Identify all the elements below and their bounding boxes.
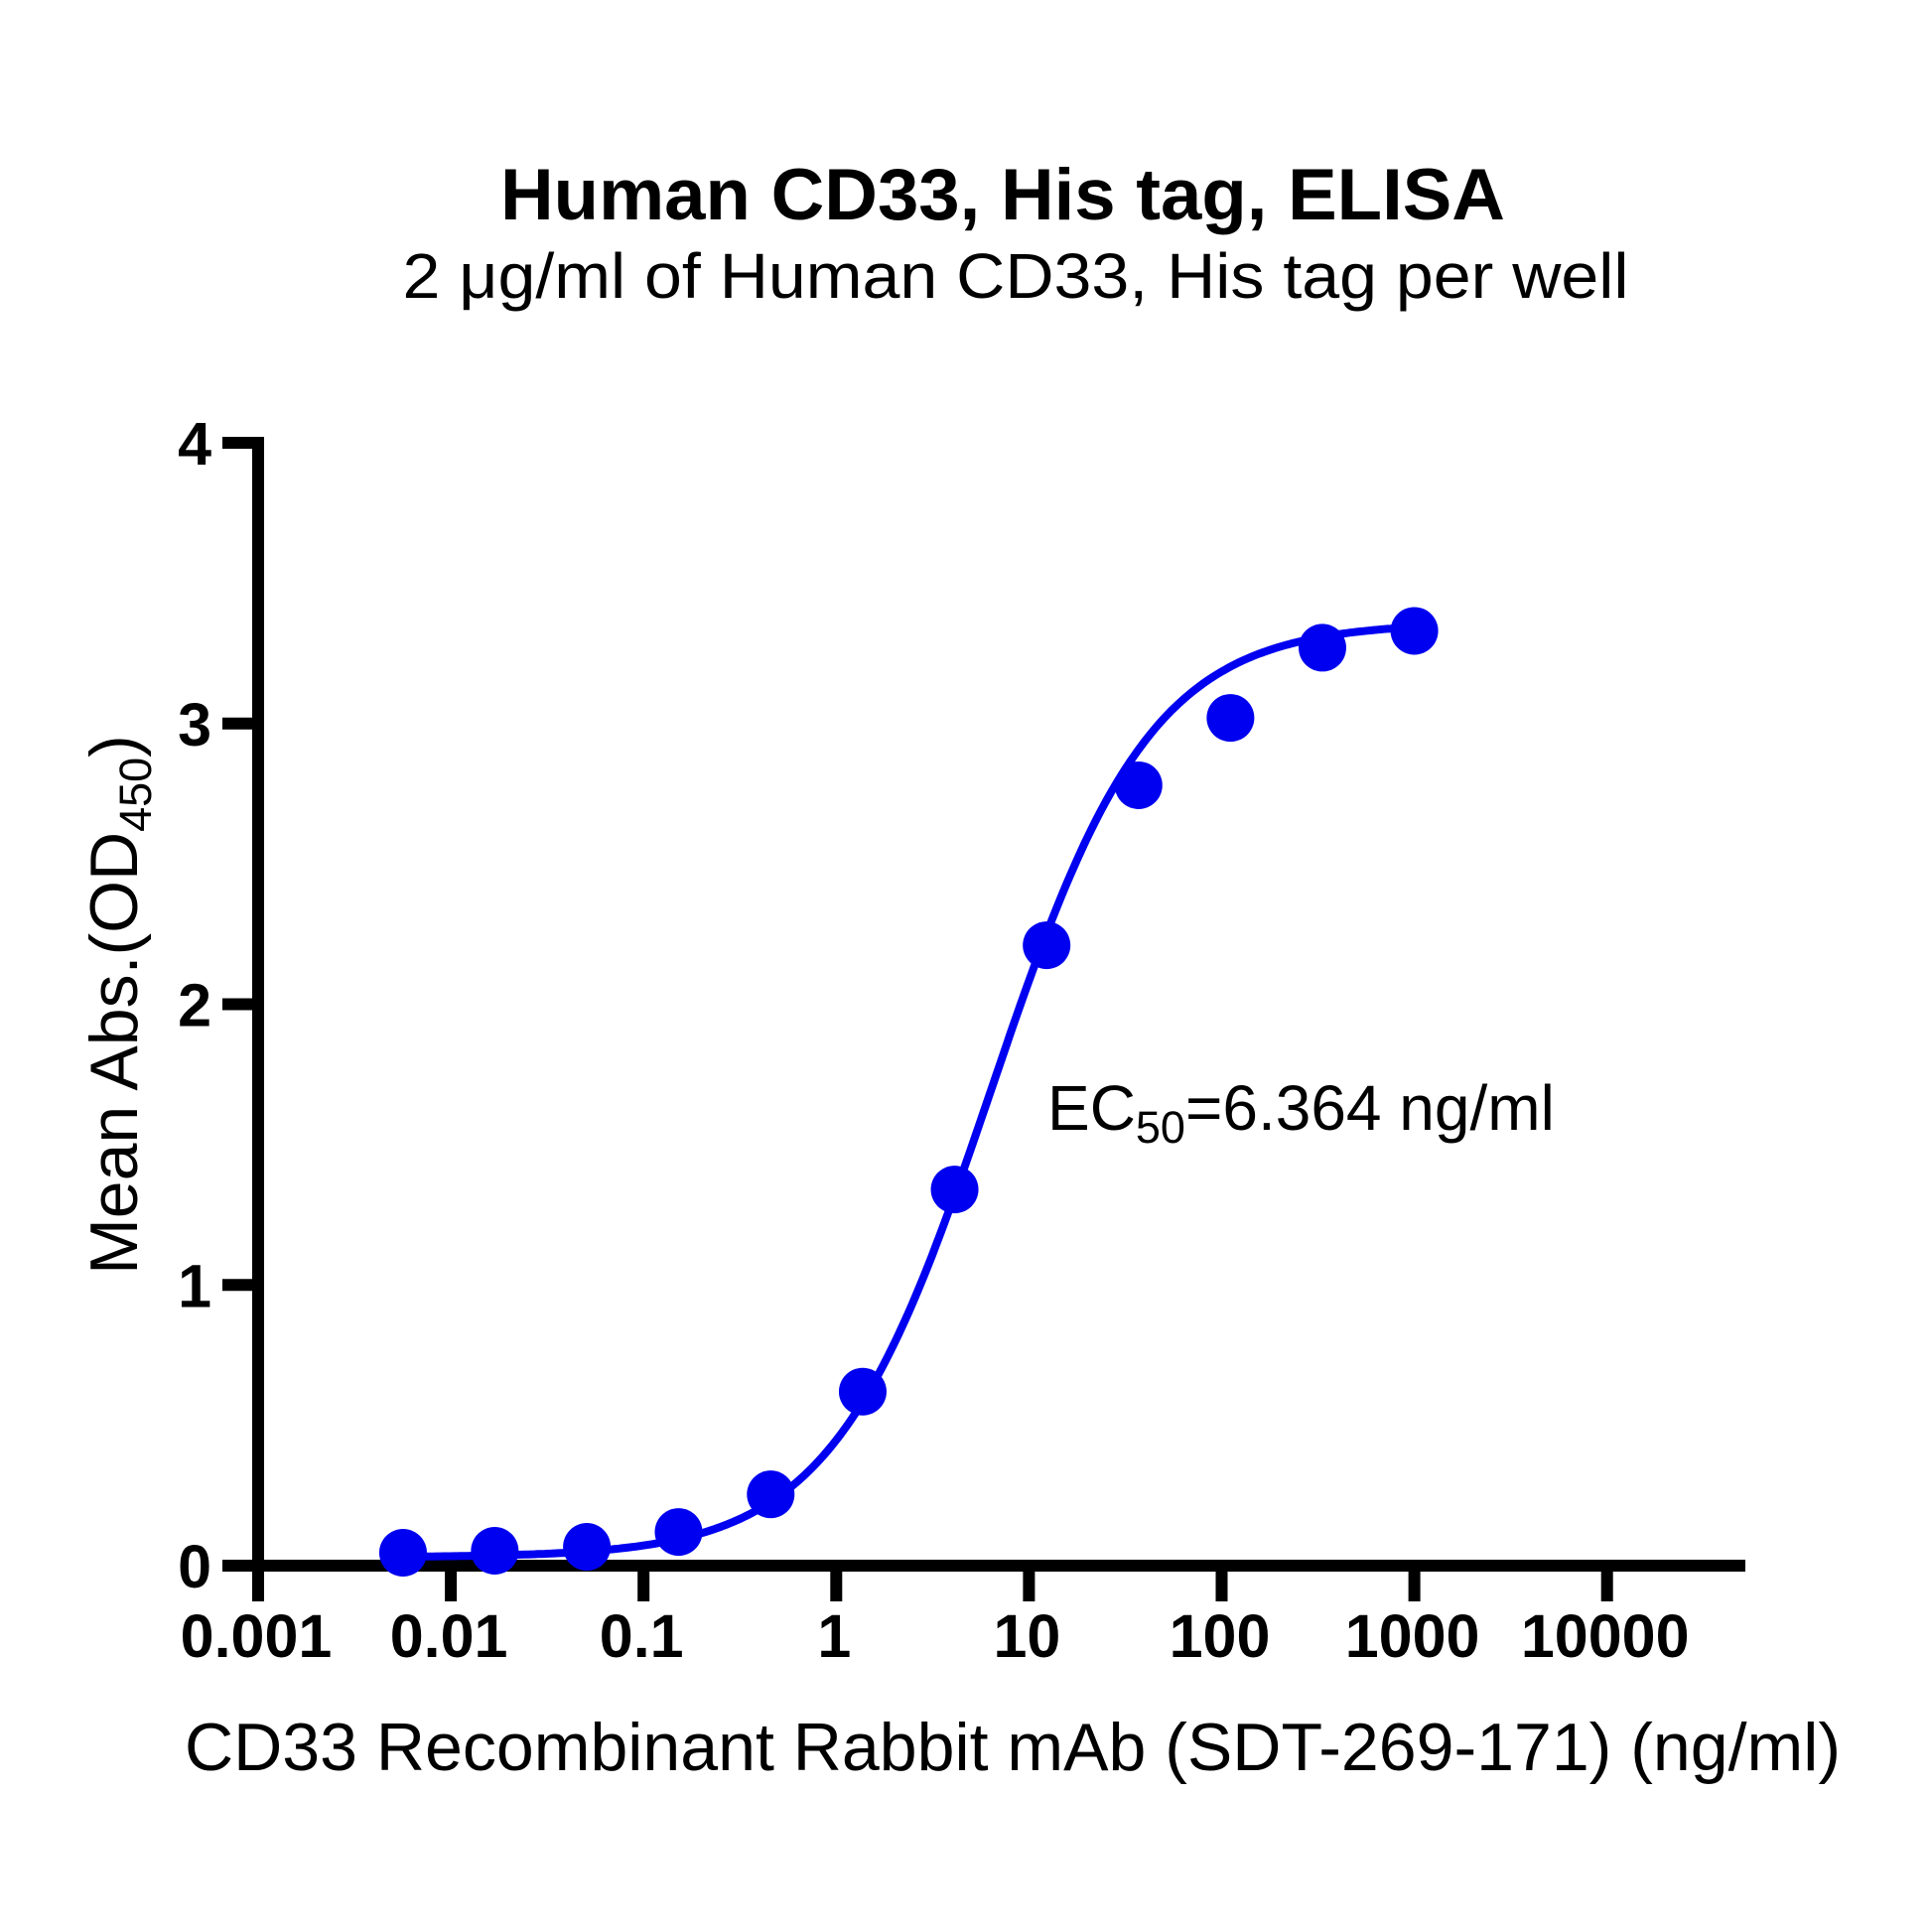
y-tick-label: 0: [178, 1533, 211, 1600]
data-point: [838, 1367, 887, 1416]
chart-subtitle: 2 μg/ml of Human CD33, His tag per well: [403, 240, 1629, 312]
ec50-value: =6.364 ng/ml: [1185, 1072, 1555, 1144]
x-tick-label: 0.01: [390, 1602, 508, 1670]
x-ticks: 0.001 0.01 0.1 1 10 100 1000 10000: [181, 1566, 1690, 1670]
data-point: [471, 1527, 519, 1576]
data-point: [747, 1470, 795, 1519]
data-point: [1298, 623, 1346, 672]
data-point: [563, 1523, 612, 1572]
ec50-prefix: EC: [1047, 1072, 1136, 1144]
data-point: [1114, 760, 1163, 809]
x-tick-label: 100: [1170, 1602, 1271, 1670]
data-point: [378, 1528, 427, 1577]
ec50-annotation: EC50=6.364 ng/ml: [1047, 1072, 1555, 1153]
y-axis-label-subscript: 450: [110, 758, 161, 832]
x-tick-label: 1: [817, 1602, 851, 1670]
data-point: [654, 1508, 703, 1557]
ec50-subscript: 50: [1136, 1102, 1185, 1153]
y-axis-label-main: Mean Abs.(OD: [76, 832, 152, 1275]
chart-title: Human CD33, His tag, ELISA: [500, 155, 1505, 235]
data-point: [1206, 694, 1255, 743]
y-axis-label: Mean Abs.(OD450): [76, 735, 161, 1275]
x-axis-label: CD33 Recombinant Rabbit mAb (SDT-269-171…: [185, 1710, 1841, 1785]
x-tick-label: 10000: [1521, 1602, 1690, 1670]
data-point: [1390, 607, 1439, 655]
y-tick-label: 3: [178, 691, 211, 759]
y-tick-label: 4: [178, 410, 211, 478]
data-point: [930, 1166, 979, 1214]
data-point: [1023, 921, 1071, 970]
x-tick-label: 0.001: [181, 1602, 333, 1670]
x-tick-label: 1000: [1345, 1602, 1480, 1670]
x-tick-label: 0.1: [600, 1602, 684, 1670]
y-tick-label: 1: [178, 1252, 211, 1319]
y-tick-label: 2: [178, 972, 211, 1039]
x-tick-label: 10: [993, 1602, 1060, 1670]
y-axis-label-close: ): [76, 735, 152, 758]
data-points: [378, 607, 1439, 1577]
